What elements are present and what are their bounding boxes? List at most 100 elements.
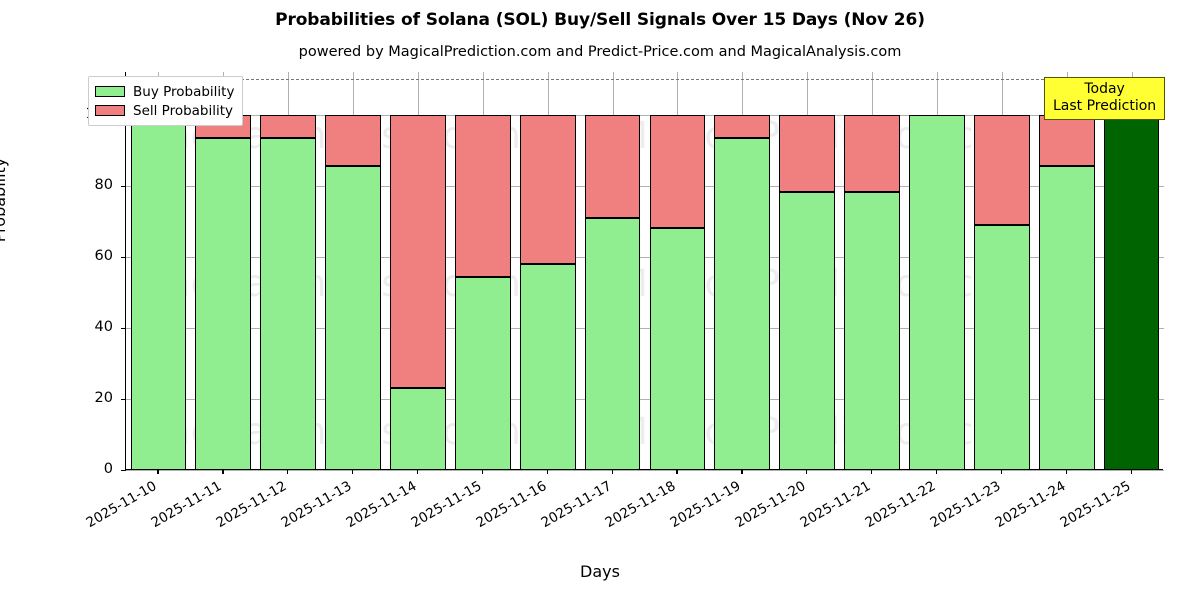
x-tick-label: 2025-11-25 [1057,478,1134,532]
y-axis-label: Probability [0,157,9,243]
y-tick-mark [121,185,125,187]
bar-segment-sell[interactable] [519,114,576,264]
legend-item[interactable]: Sell Probability [95,101,234,120]
bar-segment-sell[interactable] [973,114,1030,225]
bar-segment-today[interactable] [1103,114,1160,470]
y-tick-label: 40 [94,318,113,335]
y-tick-mark [121,398,125,401]
x-tick-mark [287,470,289,474]
legend-swatch-icon [95,86,125,97]
chart-title: Probabilities of Solana (SOL) Buy/Sell S… [275,10,925,30]
gridline-horizontal [126,327,1164,329]
x-tick-mark [741,470,743,474]
bar-segment-sell[interactable] [779,114,836,193]
plot-area: MagicalAnalysis.comMagicalPrediction.com… [125,72,1164,471]
bar-segment-buy[interactable] [973,224,1030,470]
bar-segment-buy[interactable] [325,166,381,470]
bar-segment-buy[interactable] [390,387,446,470]
bar-segment-buy[interactable] [195,137,252,470]
bar-segment-sell[interactable] [584,114,641,218]
bar-group[interactable] [454,72,511,470]
bar-segment-buy[interactable] [714,137,771,470]
legend-swatch-icon [95,105,125,116]
bar-segment-sell[interactable] [454,114,511,278]
y-tick-label: 60 [94,247,113,264]
x-tick-mark [157,470,159,474]
bar-series-layer [126,72,1164,470]
x-tick-mark [806,470,808,474]
bar-group[interactable] [649,72,706,470]
bar-group[interactable] [844,72,900,470]
x-tick-mark [352,470,354,474]
x-tick-label: 2025-11-11 [148,478,225,532]
bar-group[interactable] [130,72,187,470]
gridline-horizontal [126,114,1164,116]
gridline-horizontal [126,256,1164,258]
x-tick-label: 2025-11-19 [667,478,744,532]
bar-group[interactable] [973,72,1030,470]
bar-group[interactable] [519,72,576,470]
x-tick-mark [416,470,419,474]
x-tick-mark [935,470,938,474]
bar-segment-buy[interactable] [454,277,511,470]
x-tick-label: 2025-11-13 [278,478,355,532]
y-tick-label: 80 [94,176,113,193]
x-tick-label: 2025-11-21 [797,478,874,532]
x-tick-label: 2025-11-12 [213,478,290,532]
y-tick-mark [121,256,125,258]
bar-segment-buy[interactable] [130,114,187,470]
x-tick-mark [481,470,483,474]
bar-segment-buy[interactable] [584,217,641,470]
bar-segment-sell[interactable] [1038,114,1095,167]
bar-segment-sell[interactable] [714,114,771,138]
bar-segment-buy[interactable] [260,137,317,470]
bar-group[interactable] [195,72,252,470]
bar-group[interactable] [325,72,381,470]
bar-segment-sell[interactable] [325,114,381,167]
x-tick-mark [222,470,224,474]
gridline-horizontal [126,185,1164,187]
y-tick-mark [121,470,125,472]
x-tick-mark [1130,470,1132,474]
bar-group[interactable] [1103,72,1160,470]
legend-item-label: Buy Probability [133,83,235,100]
y-tick-mark [121,327,125,330]
x-tick-mark [546,470,548,474]
bar-group[interactable] [390,72,446,470]
gridline-horizontal [126,398,1164,400]
x-tick-label: 2025-11-15 [408,478,485,532]
x-tick-label: 2025-11-10 [83,478,160,532]
bar-group[interactable] [1038,72,1095,470]
bar-group[interactable] [584,72,641,470]
today-annotation-line1: Today [1084,81,1125,97]
x-tick-mark [676,470,678,474]
today-annotation-line2: Last Prediction [1053,98,1157,114]
bar-segment-buy[interactable] [1038,166,1095,470]
bar-segment-buy[interactable] [909,114,965,470]
legend-item[interactable]: Buy Probability [95,82,234,101]
bar-group[interactable] [909,72,965,470]
bar-segment-buy[interactable] [844,192,900,470]
today-annotation: Today Last Prediction [1044,77,1166,120]
bar-group[interactable] [714,72,771,470]
y-tick-label: 20 [94,389,113,406]
bar-segment-sell[interactable] [844,114,900,193]
chart-subtitle: powered by MagicalPrediction.com and Pre… [298,44,902,60]
bar-segment-buy[interactable] [649,227,706,470]
x-tick-mark [871,470,873,474]
bar-segment-sell[interactable] [649,114,706,228]
x-tick-label: 2025-11-23 [927,478,1004,532]
bar-segment-buy[interactable] [779,192,836,470]
bar-segment-sell[interactable] [260,114,317,138]
bar-group[interactable] [260,72,317,470]
x-tick-label: 2025-11-14 [343,478,420,532]
bar-group[interactable] [779,72,836,470]
chart-legend[interactable]: Buy Probability Sell Probability [88,76,244,126]
x-tick-mark [1065,470,1067,474]
bar-segment-sell[interactable] [390,114,446,388]
legend-item-label: Sell Probability [133,102,234,119]
x-tick-label: 2025-11-20 [732,478,809,532]
x-tick-mark [611,470,613,474]
bar-segment-buy[interactable] [519,263,576,470]
